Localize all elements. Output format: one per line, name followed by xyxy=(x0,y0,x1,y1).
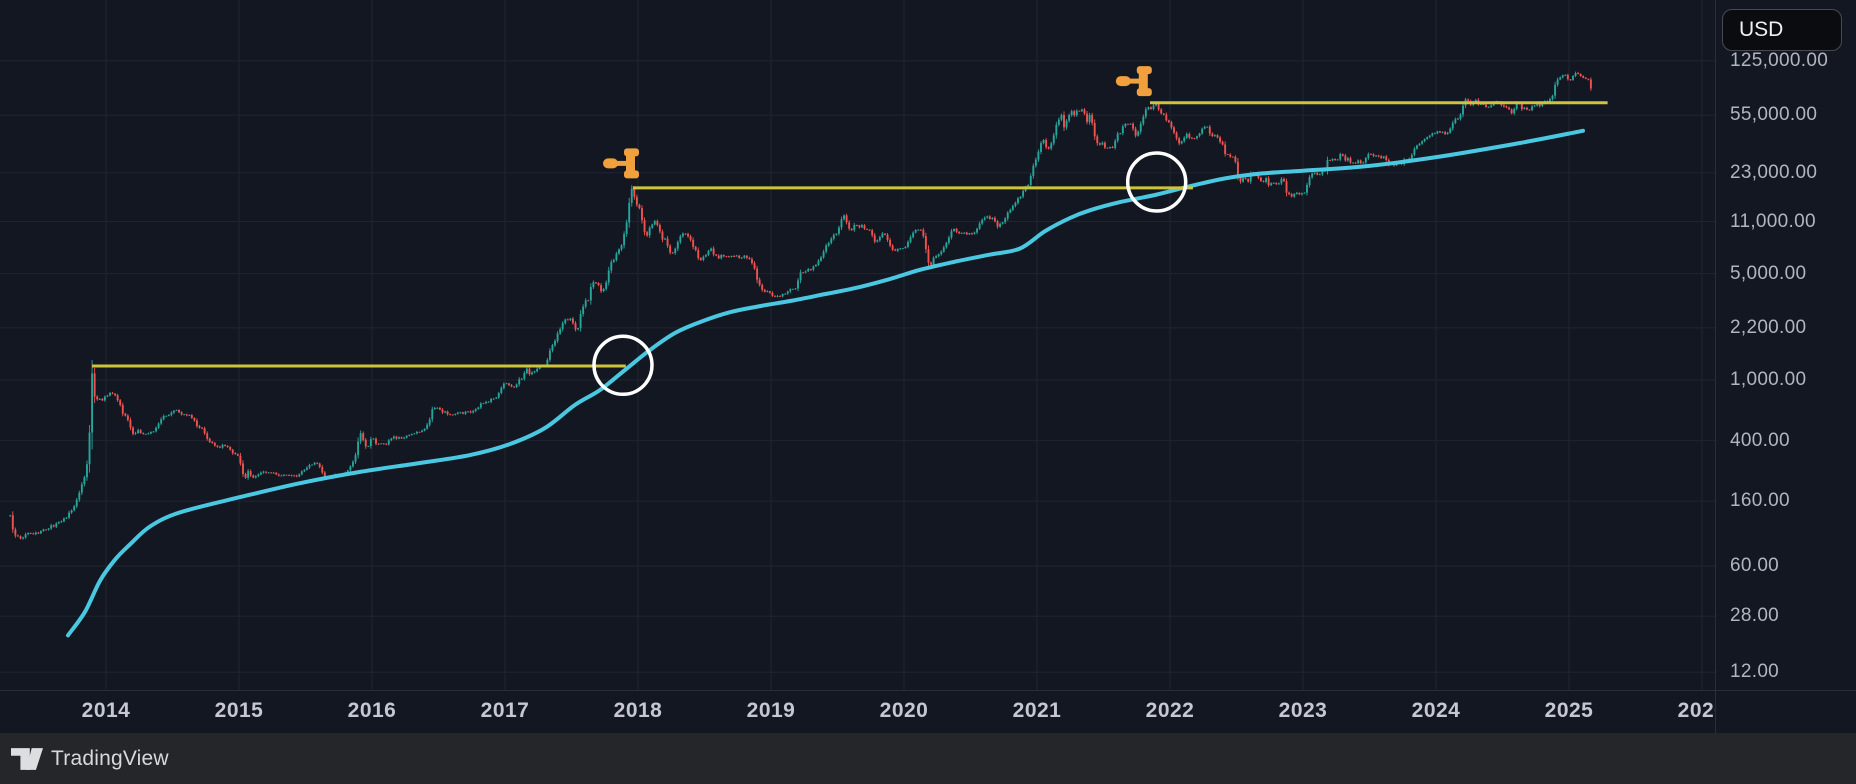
axis-corner xyxy=(1715,690,1856,733)
time-axis-label: 2019 xyxy=(746,699,796,722)
tradingview-wordmark[interactable]: TradingView xyxy=(51,746,169,770)
price-axis-label: 28.00 xyxy=(1730,605,1780,627)
price-axis-label: 23,000.00 xyxy=(1730,161,1818,183)
chart-widget: USD 125,000.00 55,000.00 23,000.00 11,000.0… xyxy=(0,0,1856,733)
price-axis-label: 60.00 xyxy=(1730,554,1780,576)
price-axis-label: 1,000.00 xyxy=(1730,369,1807,390)
tradingview-logo-icon[interactable] xyxy=(11,747,43,770)
time-axis-label: 2024 xyxy=(1411,699,1461,722)
price-axis-label: 2,200.00 xyxy=(1730,316,1807,338)
currency-button-label: USD xyxy=(1739,18,1784,41)
price-axis-label: 160.00 xyxy=(1730,490,1790,512)
time-axis-label: 2017 xyxy=(480,699,530,722)
resistance-lines-layer[interactable] xyxy=(92,101,1608,368)
price-axis-label: 12.00 xyxy=(1730,661,1780,683)
gavel-markers-layer[interactable] xyxy=(603,66,1152,179)
time-axis-label: 2022 xyxy=(1145,699,1195,722)
grid-layer xyxy=(0,0,1716,690)
moving-average-line[interactable] xyxy=(66,128,1585,638)
price-axis-label: 55,000.00 xyxy=(1730,104,1818,126)
time-axis[interactable]: 2014 2015 2016 2017 2018 2019 2020 2021 2022 2023… xyxy=(0,690,1715,733)
time-axis-label: 2014 xyxy=(81,699,131,722)
price-axis-label: 125,000.00 xyxy=(1730,49,1829,71)
circle-annotations-layer[interactable] xyxy=(592,151,1188,397)
price-chart-plot[interactable] xyxy=(0,0,1716,690)
price-axis[interactable]: USD 125,000.00 55,000.00 23,000.00 11,000.0… xyxy=(1715,0,1856,690)
currency-button[interactable]: USD xyxy=(1722,9,1842,51)
candlestick-layer xyxy=(9,71,1592,540)
time-axis-label: 2025 xyxy=(1544,699,1594,722)
time-axis-label: 2015 xyxy=(214,699,264,722)
circle-annotation xyxy=(1125,151,1188,213)
time-axis-label: 2023 xyxy=(1278,699,1328,722)
circle-annotation xyxy=(592,334,654,397)
time-axis-label: 2020 xyxy=(879,699,929,722)
gavel-icon xyxy=(1115,66,1152,97)
price-axis-label: 5,000.00 xyxy=(1730,262,1807,284)
price-axis-label: 11,000.00 xyxy=(1730,210,1816,232)
time-axis-label: 2018 xyxy=(613,699,663,722)
price-axis-label: 400.00 xyxy=(1730,429,1790,451)
time-axis-label: 2021 xyxy=(1012,699,1062,722)
gavel-icon xyxy=(603,148,639,179)
time-axis-label: 2016 xyxy=(347,699,397,722)
footer: TradingView xyxy=(0,733,1856,784)
time-axis-label: 2026 xyxy=(1677,699,1715,722)
